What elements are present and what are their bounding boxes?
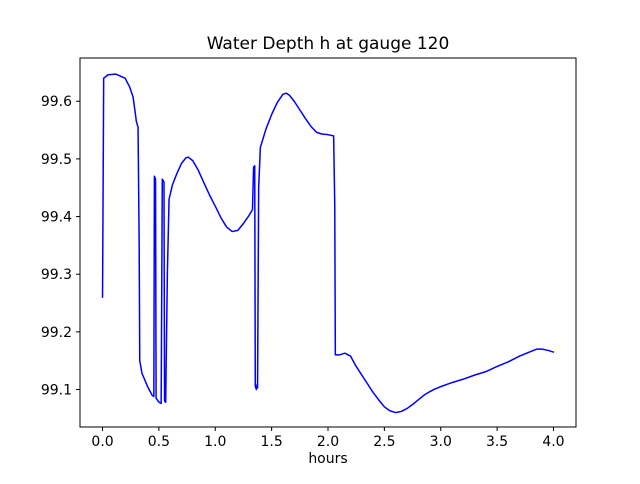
x-tick-label: 2.5 — [373, 434, 395, 450]
x-axis-ticks: 0.0 0.5 1.0 1.5 2.0 2.5 3.0 3.5 4.0 — [91, 427, 565, 450]
x-tick-label: 4.0 — [542, 434, 564, 450]
x-tick-label: 1.0 — [204, 434, 226, 450]
y-tick-label: 99.5 — [41, 152, 72, 168]
y-tick-label: 99.6 — [41, 94, 72, 110]
x-tick-label: 0.5 — [148, 434, 170, 450]
x-tick-label: 3.5 — [486, 434, 508, 450]
x-tick-label: 0.0 — [91, 434, 113, 450]
y-tick-label: 99.2 — [41, 325, 72, 341]
y-axis-ticks: 99.1 99.2 99.3 99.4 99.5 99.6 — [41, 94, 80, 399]
x-tick-label: 1.5 — [261, 434, 283, 450]
y-tick-label: 99.3 — [41, 267, 72, 283]
chart-title: Water Depth h at gauge 120 — [207, 34, 450, 54]
y-tick-label: 99.4 — [41, 210, 72, 226]
x-axis-label: hours — [308, 451, 347, 467]
x-tick-label: 2.0 — [317, 434, 339, 450]
plot-line — [101, 73, 555, 414]
x-tick-label: 3.0 — [430, 434, 452, 450]
y-tick-label: 99.1 — [41, 383, 72, 399]
